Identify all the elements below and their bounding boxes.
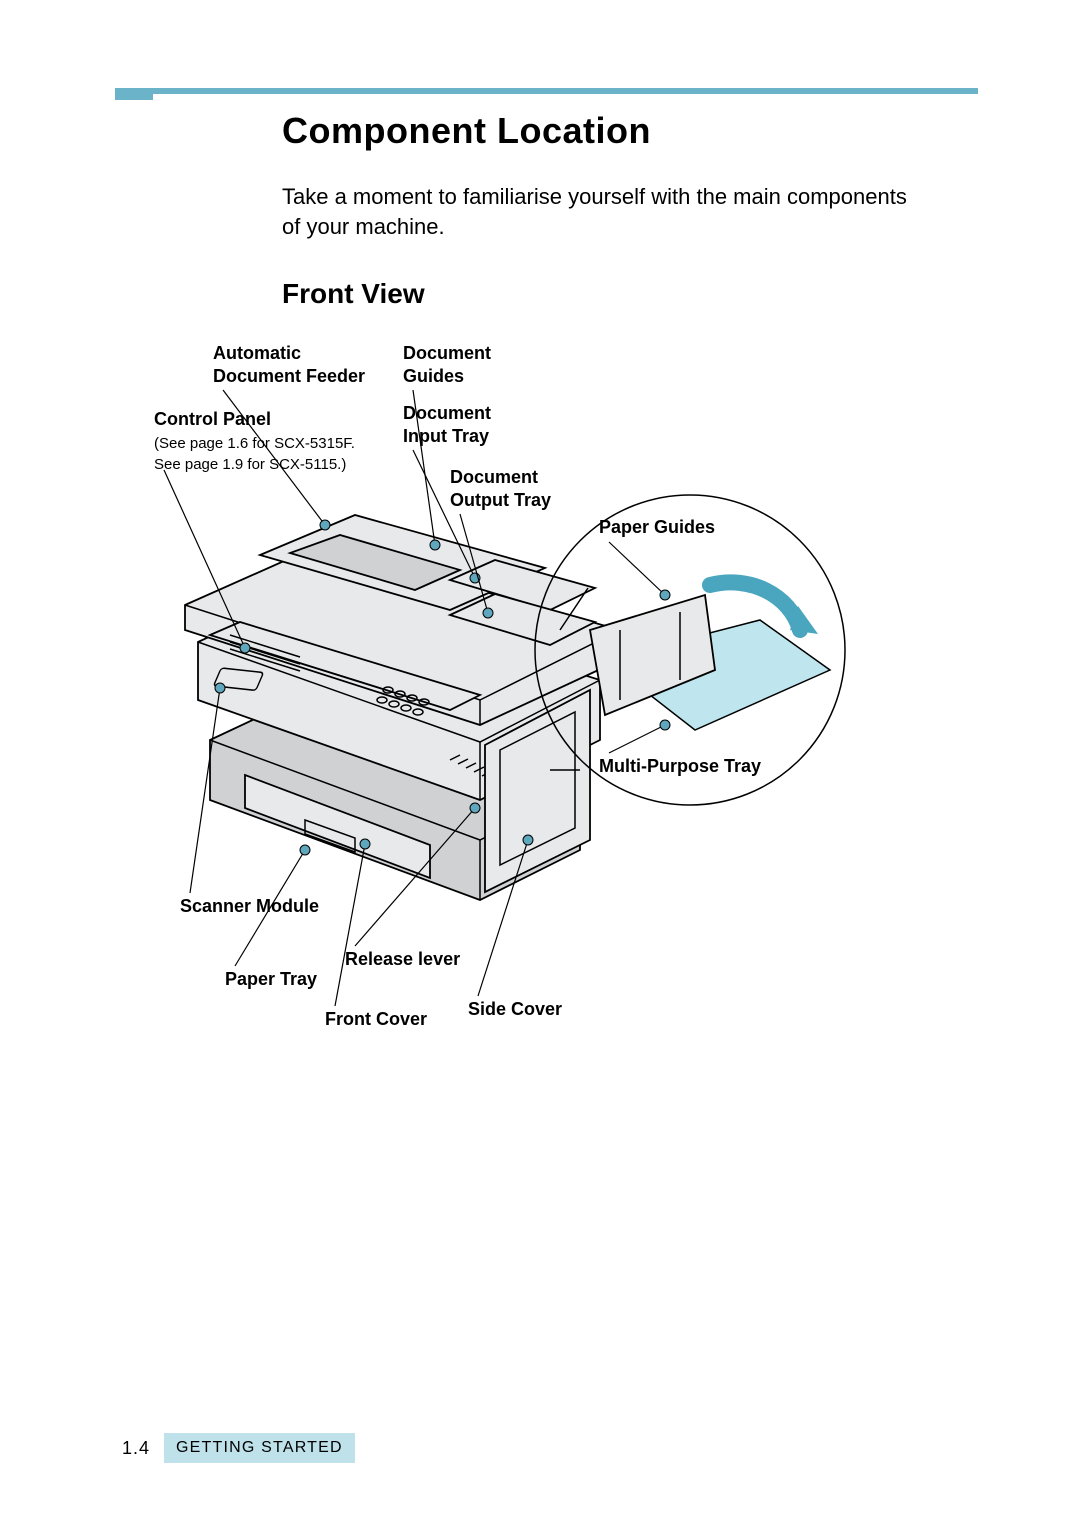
page-footer: 1.4 GETTING STARTED bbox=[122, 1433, 355, 1463]
label-text: Scanner Module bbox=[180, 896, 319, 916]
label-subtext: (See page 1.6 for SCX-5315F.See page 1.9… bbox=[154, 433, 355, 475]
label-scanner-module: Scanner Module bbox=[180, 895, 319, 918]
label-paper-tray: Paper Tray bbox=[225, 968, 317, 991]
label-text: Front Cover bbox=[325, 1009, 427, 1029]
label-adf: AutomaticDocument Feeder bbox=[213, 342, 365, 387]
label-front-cover: Front Cover bbox=[325, 1008, 427, 1031]
label-text: Release lever bbox=[345, 949, 460, 969]
label-paper-guides: Paper Guides bbox=[599, 516, 715, 539]
footer-section-chip: GETTING STARTED bbox=[164, 1433, 355, 1463]
label-text: Paper Tray bbox=[225, 969, 317, 989]
label-doc-output: DocumentOutput Tray bbox=[450, 466, 551, 511]
label-text: DocumentOutput Tray bbox=[450, 467, 551, 510]
label-text: Multi-Purpose Tray bbox=[599, 756, 761, 776]
label-release-lever: Release lever bbox=[345, 948, 460, 971]
label-doc-input: DocumentInput Tray bbox=[403, 402, 491, 447]
label-text: Paper Guides bbox=[599, 517, 715, 537]
label-text: DocumentGuides bbox=[403, 343, 491, 386]
intro-paragraph: Take a moment to familiarise yourself wi… bbox=[282, 182, 910, 241]
label-side-cover: Side Cover bbox=[468, 998, 562, 1021]
sub-heading: Front View bbox=[282, 278, 425, 310]
header-rule bbox=[115, 88, 978, 94]
page-number: 1.4 bbox=[122, 1438, 150, 1459]
label-text: DocumentInput Tray bbox=[403, 403, 491, 446]
label-control-panel: Control Panel (See page 1.6 for SCX-5315… bbox=[154, 408, 355, 475]
page-title: Component Location bbox=[282, 110, 651, 152]
label-text: Side Cover bbox=[468, 999, 562, 1019]
component-diagram: AutomaticDocument Feeder DocumentGuides … bbox=[150, 330, 870, 1050]
label-multi-tray: Multi-Purpose Tray bbox=[599, 755, 761, 778]
label-text: Control Panel bbox=[154, 409, 271, 429]
label-doc-guides: DocumentGuides bbox=[403, 342, 491, 387]
label-text: AutomaticDocument Feeder bbox=[213, 343, 365, 386]
